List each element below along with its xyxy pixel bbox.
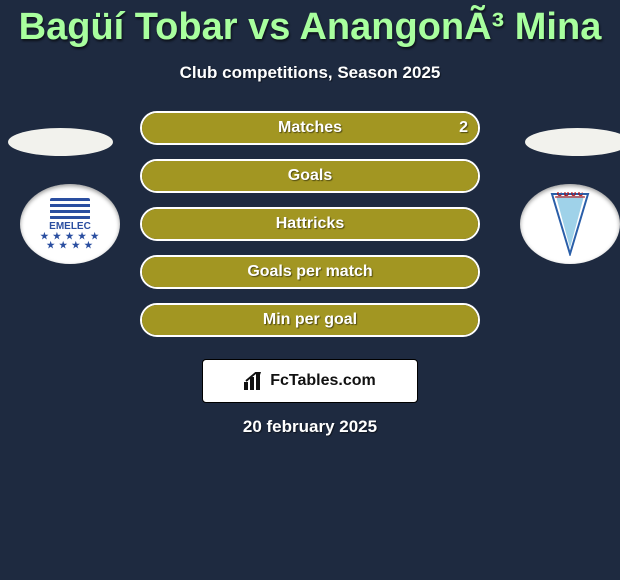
- emelec-crest: EMELEC ★ ★ ★ ★ ★★ ★ ★ ★: [40, 198, 99, 250]
- stat-bar: Min per goal: [140, 303, 480, 337]
- stat-bar: Hattricks: [140, 207, 480, 241]
- brand-label: FcTables.com: [270, 372, 376, 390]
- stat-bar: Matches 2: [140, 111, 480, 145]
- club-badge-right: C D U C: [520, 184, 620, 264]
- uc-crest: C D U C: [548, 192, 592, 256]
- emelec-flag-icon: [50, 198, 90, 220]
- stat-bar-label: Hattricks: [276, 215, 344, 233]
- stat-bar-right-value: 2: [459, 119, 468, 137]
- uc-pennant-icon: C D U C: [548, 192, 592, 256]
- stat-bar-label: Goals per match: [247, 263, 372, 281]
- player-photo-right-ellipse: [525, 128, 620, 156]
- stat-bar-label: Matches: [278, 119, 342, 137]
- page-subtitle: Club competitions, Season 2025: [0, 63, 620, 83]
- stat-bar-label: Goals: [288, 167, 332, 185]
- stat-bar: Goals: [140, 159, 480, 193]
- brand-box[interactable]: FcTables.com: [202, 359, 418, 403]
- emelec-stars-icon: ★ ★ ★ ★ ★★ ★ ★ ★: [40, 232, 99, 250]
- fctables-chart-icon: [244, 372, 266, 390]
- stat-bar: Goals per match: [140, 255, 480, 289]
- stat-bar-label: Min per goal: [263, 311, 357, 329]
- player-photo-left-ellipse: [8, 128, 113, 156]
- comparison-date: 20 february 2025: [0, 417, 620, 437]
- page-title: Bagüí Tobar vs AnangonÃ³ Mina: [0, 6, 620, 49]
- club-badge-left: EMELEC ★ ★ ★ ★ ★★ ★ ★ ★: [20, 184, 120, 264]
